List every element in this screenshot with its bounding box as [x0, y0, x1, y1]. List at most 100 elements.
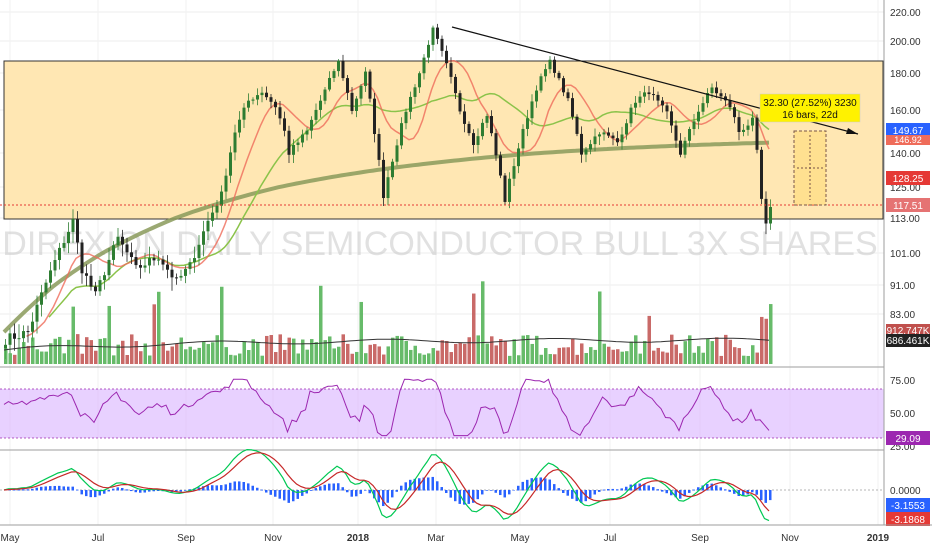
volume-bar — [467, 337, 471, 364]
price-candles — [4, 23, 772, 360]
time-tick-label: Sep — [691, 533, 709, 544]
candle-body — [638, 96, 642, 103]
volume-bar — [611, 349, 615, 364]
macd-hist-bar — [625, 486, 628, 491]
macd-hist-bar — [647, 485, 650, 491]
candle-body — [184, 268, 187, 276]
volume-bar — [607, 346, 611, 364]
volume-bar — [548, 354, 552, 364]
volume-bar — [98, 338, 102, 364]
price-axis[interactable]: 220.00 200.00 180.00 160.00 140.00 125.00 113.… — [890, 8, 921, 497]
candle-body — [107, 259, 111, 276]
volume-bar — [229, 354, 233, 364]
candle-body — [238, 119, 241, 133]
macd-hist-bar — [332, 483, 335, 491]
macd-hist-bar — [476, 490, 479, 500]
macd-hist-bar — [634, 483, 637, 491]
candle-body — [706, 93, 709, 104]
candle-body — [377, 134, 381, 160]
candle-body — [13, 333, 16, 339]
candle-body — [769, 207, 772, 224]
volume-bar — [175, 343, 179, 364]
volume-bar — [341, 334, 345, 364]
candle-body — [724, 96, 727, 101]
macd-hist-bar — [103, 490, 106, 494]
candle-body — [193, 258, 196, 263]
macd-hist-bar — [382, 490, 385, 507]
volume-bar — [134, 341, 138, 364]
macd-hist-bar — [238, 481, 241, 491]
candle-body — [134, 257, 138, 266]
candle-body — [67, 231, 70, 244]
candle-body — [508, 178, 511, 202]
volume-bar — [107, 305, 111, 364]
candle-body — [89, 275, 93, 287]
candle-body — [116, 236, 120, 246]
macd-hist-bar — [427, 477, 430, 491]
consolidation-box[interactable] — [3, 60, 884, 220]
candle-body — [395, 145, 399, 162]
svg-text:-3.1868: -3.1868 — [891, 515, 925, 526]
candle-body — [490, 116, 493, 134]
macd-hist-bar — [287, 490, 290, 503]
volume-bar — [683, 341, 687, 364]
candle-body — [530, 101, 534, 119]
candle-body — [157, 259, 160, 261]
candle-body — [215, 205, 219, 213]
volume-bar — [755, 352, 759, 364]
candle-body — [742, 129, 745, 132]
macd-hist-bar — [440, 487, 443, 491]
macd-hist-bar — [265, 490, 268, 493]
macd-hist-bar — [76, 489, 79, 491]
candle-body — [679, 140, 682, 155]
price-tick-label: 140.00 — [890, 149, 921, 160]
candle-body — [17, 338, 21, 340]
candle-body — [562, 78, 565, 93]
candle-body — [733, 107, 736, 118]
volume-bar — [499, 339, 503, 364]
macd-hist-bar — [35, 487, 38, 491]
candle-body — [206, 220, 210, 232]
candle-body — [719, 93, 723, 97]
macd-hist-bar — [602, 489, 605, 491]
candle-body — [458, 93, 462, 112]
candle-body — [539, 76, 543, 91]
candle-body — [643, 92, 646, 97]
candle-body — [224, 175, 228, 192]
volume-bar — [103, 338, 107, 364]
volume-bar — [188, 346, 192, 364]
volume-bar — [355, 351, 359, 364]
macd-hist-bar — [224, 484, 227, 491]
macd-hist-bar — [670, 490, 673, 496]
macd-hist-bar — [463, 490, 466, 505]
volume-bar — [139, 351, 143, 364]
volume-bar — [346, 343, 350, 364]
candle-body — [499, 155, 502, 176]
candle-body — [593, 136, 597, 145]
volume-bar — [490, 336, 494, 364]
candle-body — [409, 96, 412, 112]
macd-hist-bar — [620, 488, 623, 491]
volume-bar — [760, 316, 764, 364]
volume-bar — [278, 334, 282, 364]
volume-bar — [247, 350, 251, 364]
candle-body — [494, 133, 498, 156]
macd-hist-bar — [323, 484, 326, 491]
time-tick-label: Jul — [92, 533, 105, 544]
macd-line — [3, 448, 770, 522]
candle-body — [274, 101, 277, 108]
macd-hist-bar — [661, 490, 664, 492]
volume-bar — [53, 338, 57, 364]
candle-body — [688, 129, 691, 141]
candle-body — [584, 149, 588, 155]
volume-bar — [566, 347, 570, 364]
macd-hist-bar — [188, 489, 191, 491]
volume-bar — [602, 343, 606, 364]
macd-hist-bar — [517, 485, 520, 491]
candle-body — [346, 78, 349, 93]
candle-body — [202, 231, 205, 245]
volume-bar — [211, 342, 215, 364]
candle-body — [103, 275, 106, 281]
time-axis[interactable]: May Jul Sep Nov 2018 Mar May Jul Sep Nov 2019 — [1, 533, 890, 544]
